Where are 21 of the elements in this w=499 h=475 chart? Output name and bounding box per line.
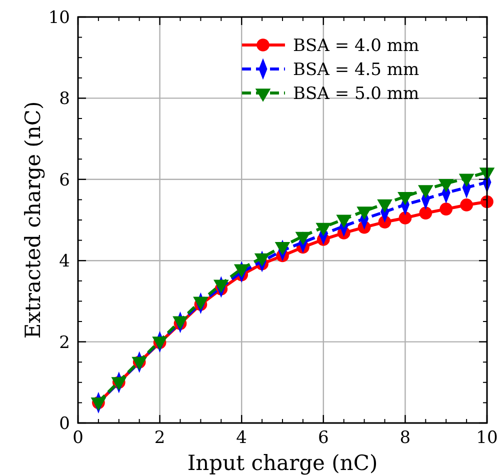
x-tick-label: 4 [236,428,248,448]
x-tick-label: 10 [476,428,498,448]
x-tick-label: 8 [400,428,411,448]
x-tick-label: 6 [318,428,329,448]
y-tick-label: 4 [59,252,70,272]
point [398,212,412,224]
legend-label: BSA = 4.0 mm [293,36,420,56]
point [419,206,432,220]
point [460,198,473,212]
legend-label: BSA = 5.0 mm [293,84,420,104]
y-tick-label: 0 [59,414,70,434]
x-axis-title: Input charge (nC) [187,451,378,475]
x-tick-label: 2 [154,428,166,448]
point [440,202,453,216]
y-tick-label: 6 [59,170,70,190]
x-tick-label: 0 [72,428,84,448]
y-axis-title: Extracted charge (nC) [21,101,45,339]
y-tick-label: 2 [59,332,70,353]
y-tick-label: 8 [59,89,70,110]
legend-label: BSA = 4.5 mm [293,60,420,80]
y-tick-label: 10 [48,8,70,28]
